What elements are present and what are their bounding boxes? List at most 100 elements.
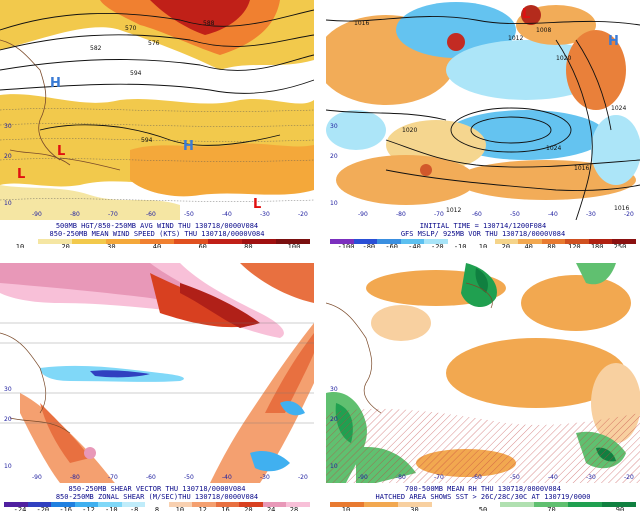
color-scale-tick-label: 16 bbox=[221, 506, 230, 511]
color-scale-tick-label: -12 bbox=[82, 506, 95, 511]
color-scale-swatch bbox=[364, 502, 398, 507]
color-scale-swatch bbox=[242, 239, 276, 244]
color-scale-swatch bbox=[377, 239, 401, 244]
contour-label: 1016 bbox=[574, 165, 589, 172]
color-scale-tick-label: 90 bbox=[615, 506, 625, 511]
color-scale-tick-label: 50 bbox=[478, 506, 488, 511]
color-scale-swatch bbox=[4, 239, 38, 244]
longitude-label: -50 bbox=[184, 474, 194, 481]
contour-label: 1024 bbox=[611, 105, 626, 112]
color-scale-tick-label: 30 bbox=[107, 243, 116, 248]
panel-caption-line1: 500MB HGT/850-250MB AVG WIND THU 130718/… bbox=[55, 222, 259, 230]
color-scale-swatch bbox=[51, 502, 75, 507]
zonal-shear-map: 30 20 10 -90 -80 -70 -60 -50 -40 -30 -20 bbox=[0, 263, 314, 483]
low-pressure-label: L bbox=[522, 7, 530, 22]
longitude-label: -40 bbox=[222, 211, 232, 218]
color-scale-swatch bbox=[168, 502, 193, 507]
color-scale-swatch bbox=[494, 239, 519, 244]
longitude-label: -20 bbox=[624, 211, 634, 218]
panel-caption-line2: 850-250MB ZONAL SHEAR (M/SEC)THU 130718/… bbox=[55, 493, 259, 501]
color-scale-swatch bbox=[106, 239, 140, 244]
longitude-label: -40 bbox=[548, 211, 558, 218]
color-scale-swatch bbox=[98, 502, 122, 507]
color-scale-tick-label: 120 bbox=[568, 243, 581, 248]
color-scale-tick-label: 30 bbox=[410, 506, 419, 511]
longitude-label: -90 bbox=[32, 211, 42, 218]
latitude-label: 10 bbox=[330, 463, 338, 470]
longitude-label: -60 bbox=[472, 474, 482, 481]
latitude-label: 10 bbox=[4, 200, 12, 207]
contour-label: 1020 bbox=[556, 55, 571, 62]
color-scale-swatch bbox=[568, 502, 602, 507]
longitude-label: -80 bbox=[396, 474, 406, 481]
panel-caption-line1: 700-500MB MEAN RH THU 130718/0000V084 bbox=[405, 485, 561, 493]
contour-label: 1020 bbox=[402, 127, 417, 134]
latitude-label: 10 bbox=[330, 200, 338, 207]
color-scale-swatch bbox=[208, 239, 242, 244]
color-scale-swatch bbox=[432, 502, 466, 507]
color-scale-swatch bbox=[602, 502, 636, 507]
color-scale-tick-label: 20 bbox=[61, 243, 70, 248]
longitude-label: -20 bbox=[298, 211, 308, 218]
longitude-label: -40 bbox=[222, 474, 232, 481]
color-scale-bar bbox=[330, 239, 636, 244]
color-scale-swatch bbox=[471, 239, 495, 244]
color-scale-tick-label: 180 bbox=[590, 243, 604, 248]
color-scale-swatch bbox=[286, 502, 310, 507]
contour-label: 1016 bbox=[614, 205, 629, 212]
low-pressure-label: L bbox=[253, 197, 261, 212]
color-scale-swatch bbox=[534, 502, 568, 507]
color-scale-tick-label: 80 bbox=[244, 243, 253, 248]
low-pressure-label: L bbox=[17, 167, 25, 182]
panel-caption-line2: GFS MSLP/ 925MB VOR THU 130718/0000V084 bbox=[400, 230, 566, 238]
longitude-label: -80 bbox=[396, 211, 406, 218]
latitude-label: 20 bbox=[4, 153, 12, 160]
high-pressure-label: H bbox=[50, 76, 61, 91]
longitude-label: -60 bbox=[146, 211, 156, 218]
high-pressure-label: H bbox=[183, 139, 194, 154]
high-pressure-label: H bbox=[608, 34, 619, 49]
panel-caption-line2: HATCHED AREA SHOWS SST > 26C/28C/30C AT … bbox=[375, 493, 591, 501]
color-scale-swatch bbox=[72, 239, 106, 244]
color-scale-tick-label: 10 bbox=[478, 243, 488, 248]
color-scale-tick-label: 12 bbox=[198, 506, 207, 511]
relative-humidity-map: 30 20 10 -90 -80 -70 -60 -50 -40 -30 -20 bbox=[326, 263, 640, 483]
color-scale-tick-label: -80 bbox=[362, 243, 376, 248]
color-scale-swatch bbox=[447, 239, 472, 244]
color-scale-swatch bbox=[140, 239, 174, 244]
longitude-label: -20 bbox=[298, 474, 308, 481]
longitude-label: -30 bbox=[260, 474, 270, 481]
color-scale-tick-label: -10 bbox=[105, 506, 118, 511]
contour-label: 1008 bbox=[536, 27, 551, 34]
color-scale-tick-label: 60 bbox=[198, 243, 207, 248]
color-scale-bar bbox=[4, 239, 310, 244]
longitude-label: -80 bbox=[70, 211, 80, 218]
longitude-label: -50 bbox=[510, 211, 520, 218]
color-scale-tick-label: -24 bbox=[13, 506, 27, 511]
color-scale-bar bbox=[330, 502, 636, 507]
longitude-label: -90 bbox=[32, 474, 42, 481]
longitude-label: -70 bbox=[434, 474, 444, 481]
color-scale-tick-label: 40 bbox=[524, 243, 533, 248]
longitude-label: -50 bbox=[184, 211, 194, 218]
latitude-label: 30 bbox=[4, 123, 12, 130]
color-scale-tick-label: 20 bbox=[244, 506, 253, 511]
longitude-label: -70 bbox=[434, 211, 444, 218]
latitude-label: 30 bbox=[330, 123, 338, 130]
color-scale-tick-label: -10 bbox=[453, 243, 467, 248]
color-scale-swatch bbox=[518, 239, 542, 244]
wind-speed-map: H H L L L 588 582 576 570 594 594 30 20 … bbox=[0, 0, 314, 220]
color-scale-tick-label: 10 bbox=[341, 506, 351, 511]
color-scale-swatch bbox=[541, 239, 566, 244]
color-scale-swatch bbox=[174, 239, 208, 244]
latitude-label: 20 bbox=[330, 153, 338, 160]
panel-mslp-vorticity: H L 1016 1012 1008 1024 1020 1024 1016 1… bbox=[326, 0, 640, 248]
color-scale-tick-label: 80 bbox=[547, 243, 556, 248]
color-scale-tick-label: 20 bbox=[501, 243, 511, 248]
longitude-label: -30 bbox=[586, 211, 596, 218]
color-scale-swatch bbox=[330, 502, 364, 507]
color-scale-swatch bbox=[398, 502, 432, 507]
contour-label: 594 bbox=[141, 137, 153, 144]
color-scale-tick-label: 40 bbox=[152, 243, 162, 248]
contour-label: 594 bbox=[130, 70, 142, 77]
